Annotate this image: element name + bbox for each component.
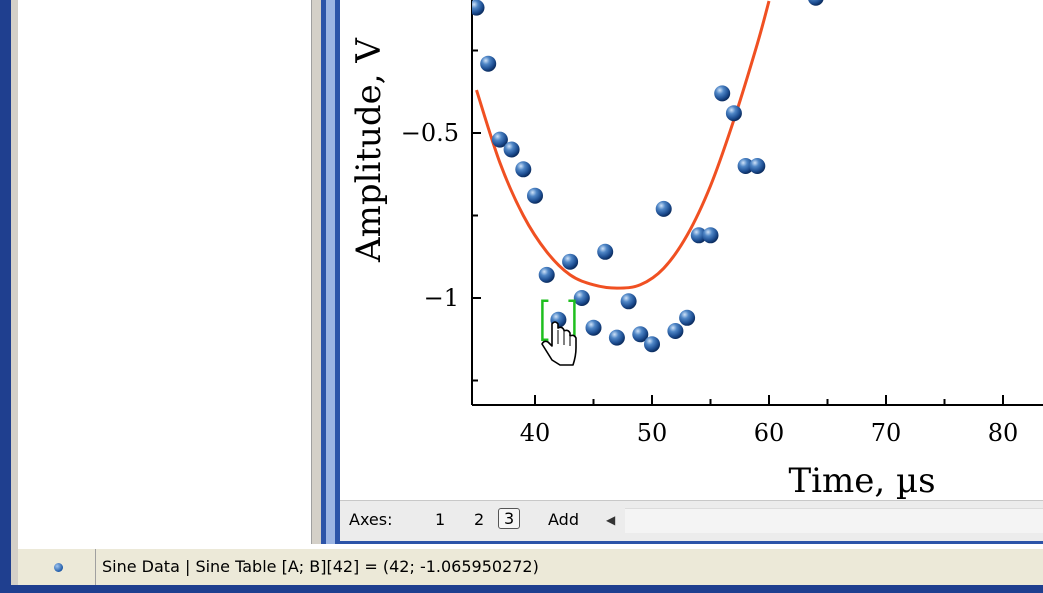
- horizontal-scrollbar[interactable]: [625, 508, 1043, 533]
- data-point[interactable]: [527, 187, 543, 204]
- data-point[interactable]: [702, 227, 719, 244]
- data-point[interactable]: [538, 266, 555, 283]
- data-point[interactable]: [597, 243, 614, 260]
- axes-add-button[interactable]: Add: [548, 510, 579, 529]
- data-point[interactable]: [655, 200, 672, 217]
- data-point[interactable]: [667, 323, 684, 339]
- data-point[interactable]: [690, 227, 707, 244]
- x-tick-label: 50: [637, 419, 668, 447]
- data-point[interactable]: [808, 0, 824, 6]
- fit-curve: [475, 0, 771, 290]
- data-point[interactable]: [585, 319, 602, 336]
- data-point[interactable]: [480, 55, 497, 72]
- hand-cursor-icon: [541, 321, 577, 366]
- data-points: [469, 0, 824, 353]
- x-axis-title: Time, µs: [788, 461, 935, 500]
- x-tick-label: 80: [988, 419, 1019, 447]
- status-bar: Sine Data | Sine Table [A; B][42] = (42;…: [18, 548, 1043, 586]
- data-point[interactable]: [749, 158, 766, 174]
- axes-bar: Axes: 1 2 3 Add ◀: [340, 500, 1043, 541]
- status-icon-cell: [18, 549, 96, 586]
- y-tick-label: −1: [424, 284, 459, 312]
- document-frame-inner: [326, 0, 335, 544]
- window-frame-left-inner: [11, 0, 18, 593]
- data-point[interactable]: [469, 0, 485, 16]
- data-point[interactable]: [503, 141, 520, 158]
- data-point[interactable]: [632, 326, 649, 343]
- data-point[interactable]: [562, 253, 579, 270]
- panel-splitter[interactable]: [312, 0, 321, 544]
- data-point[interactable]: [714, 85, 731, 102]
- x-tick-label: 70: [871, 419, 902, 447]
- axes-tab-1[interactable]: 1: [435, 510, 446, 529]
- data-point[interactable]: [491, 131, 508, 148]
- scroll-left-arrow-icon[interactable]: ◀: [606, 513, 616, 527]
- axes-tab-3[interactable]: 3: [498, 508, 521, 529]
- series-point-icon: [54, 563, 63, 572]
- selection-bracket-left: [541, 299, 549, 342]
- data-point[interactable]: [515, 161, 532, 178]
- plot-area[interactable]: [340, 0, 1043, 500]
- window-frame-left: [0, 0, 11, 593]
- window-frame-bottom: [0, 585, 1043, 593]
- y-ticks: −0.5 −1: [401, 49, 481, 382]
- y-axis-title: Amplitude, V: [349, 37, 389, 263]
- data-point[interactable]: [620, 293, 637, 310]
- status-text: Sine Data | Sine Table [A; B][42] = (42;…: [102, 557, 539, 576]
- x-tick-label: 60: [754, 419, 785, 447]
- y-tick-label: −0.5: [401, 119, 459, 147]
- data-point[interactable]: [725, 105, 742, 122]
- scatter-chart[interactable]: −0.5 −1 40 50 60 70 80 Amplitude, V Time, µs: [0, 0, 1043, 500]
- data-point[interactable]: [737, 158, 754, 174]
- data-point[interactable]: [644, 336, 660, 353]
- left-panel[interactable]: [18, 0, 312, 544]
- data-point[interactable]: [679, 309, 696, 326]
- axes-tab-2[interactable]: 2: [474, 510, 485, 529]
- x-ticks: 40 50 60 70 80: [520, 395, 1019, 447]
- data-point[interactable]: [573, 290, 590, 306]
- x-tick-label: 40: [520, 419, 551, 447]
- data-point[interactable]: [608, 329, 625, 346]
- axes-label: Axes:: [349, 510, 393, 529]
